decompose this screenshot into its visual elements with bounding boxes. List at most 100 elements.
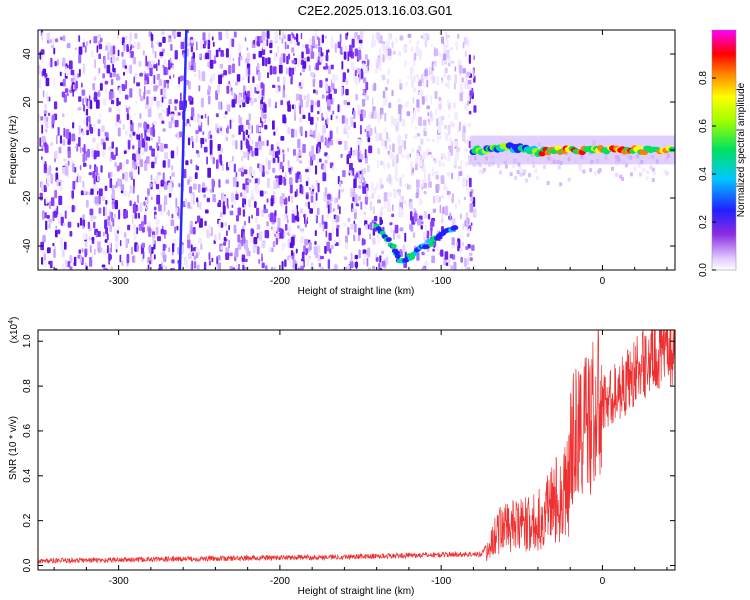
heatmap-cell (108, 241, 111, 249)
heatmap-cell (345, 241, 347, 249)
heatmap-cell (455, 43, 459, 51)
heatmap-cell (345, 117, 349, 125)
heatmap-cell (413, 87, 416, 93)
heatmap-cell (340, 79, 343, 84)
heatmap-cell (107, 245, 109, 254)
heatmap-cell (110, 266, 113, 270)
heatmap-cell (127, 224, 131, 231)
heatmap-cell (432, 248, 435, 252)
heatmap-cell (149, 183, 153, 188)
heatmap-cell (317, 100, 321, 108)
heatmap-cell (153, 74, 156, 85)
heatmap-cell (44, 103, 47, 110)
heatmap-cell (299, 117, 302, 123)
heatmap-cell (312, 130, 316, 139)
heatmap-cell (383, 54, 385, 63)
heatmap-cell (162, 64, 165, 68)
heatmap-cell (310, 72, 315, 77)
heatmap-cell (395, 37, 398, 44)
heatmap-cell (60, 82, 64, 86)
heatmap-cell (421, 96, 425, 105)
heatmap-cell (77, 73, 80, 78)
heatmap-cell (332, 165, 335, 172)
heatmap-cell (209, 78, 213, 83)
heatmap-cell (348, 170, 352, 174)
heatmap-cell (435, 48, 438, 57)
heatmap-cell (48, 223, 51, 229)
heatmap-cell (112, 58, 114, 62)
heatmap-cell (284, 41, 287, 50)
heatmap-cell (67, 160, 70, 166)
heatmap-cell (148, 136, 151, 142)
heatmap-cell (208, 252, 211, 260)
heatmap-cell (366, 126, 371, 132)
heatmap-cell (186, 43, 191, 47)
heatmap-cell (89, 39, 91, 44)
heatmap-cell (311, 145, 314, 156)
heatmap-cell (313, 199, 316, 208)
heatmap-cell (339, 33, 342, 43)
heatmap-cell (456, 152, 459, 161)
heatmap-cell (467, 100, 470, 106)
heatmap-cell (54, 190, 58, 199)
heatmap-cell (294, 66, 296, 72)
heatmap-cell (192, 252, 194, 257)
heatmap-cell (232, 155, 234, 162)
heatmap-cell (652, 171, 656, 175)
heatmap-cell (420, 138, 424, 145)
heatmap-cell (263, 113, 267, 119)
heatmap-cell (386, 162, 391, 169)
heatmap-cell (91, 252, 94, 260)
heatmap-cell (424, 76, 429, 81)
heatmap-cell (100, 165, 103, 173)
snr-y-tick-label: 0.2 (22, 513, 33, 527)
heatmap-cell (177, 85, 181, 89)
heatmap-cell (268, 98, 272, 108)
heatmap-cell (299, 208, 304, 214)
heatmap-cell (300, 132, 303, 137)
heatmap-cell (283, 231, 286, 238)
heatmap-cell (459, 92, 463, 102)
heatmap-cell (97, 119, 101, 124)
heatmap-cell (261, 31, 266, 41)
heatmap-cell (177, 215, 181, 219)
heatmap-cell (275, 237, 278, 245)
heatmap-cell (41, 53, 44, 63)
heatmap-cell (372, 238, 376, 245)
heatmap-cell (189, 42, 194, 47)
heatmap-cell (378, 133, 383, 141)
heatmap-cell (288, 225, 291, 236)
heatmap-cell (345, 266, 348, 270)
heatmap-cell (48, 61, 51, 67)
heatmap-cell (82, 37, 85, 42)
heatmap-cell (441, 116, 445, 121)
heatmap-cell (447, 171, 451, 177)
heatmap-cell (277, 76, 280, 82)
heatmap-cell (104, 185, 108, 191)
heatmap-cell (191, 260, 193, 270)
heatmap-cell (118, 101, 121, 105)
heatmap-cell (354, 223, 357, 233)
heatmap-cell (222, 164, 225, 171)
colorbar-tick-label: 0.0 (698, 263, 709, 277)
heatmap-cell (133, 161, 137, 170)
heatmap-cell (64, 210, 67, 219)
heatmap-cell (439, 204, 442, 214)
heatmap-cell (387, 137, 391, 143)
heatmap-cell (381, 43, 385, 51)
heatmap-cell (430, 73, 433, 81)
heatmap-cell (50, 197, 55, 206)
heatmap-cell (272, 84, 276, 88)
heatmap-cell (270, 197, 274, 207)
heatmap-cell (175, 110, 178, 118)
heatmap-cell (187, 30, 189, 34)
heatmap-cell (520, 169, 524, 173)
heatmap-cell (439, 135, 442, 140)
heatmap-cell (104, 80, 109, 85)
heatmap-cell (83, 187, 86, 194)
heatmap-cell (218, 74, 222, 85)
heatmap-cell (111, 141, 114, 149)
heatmap-cell (413, 135, 418, 139)
heatmap-cell (363, 211, 367, 216)
heatmap-cell (295, 263, 298, 270)
